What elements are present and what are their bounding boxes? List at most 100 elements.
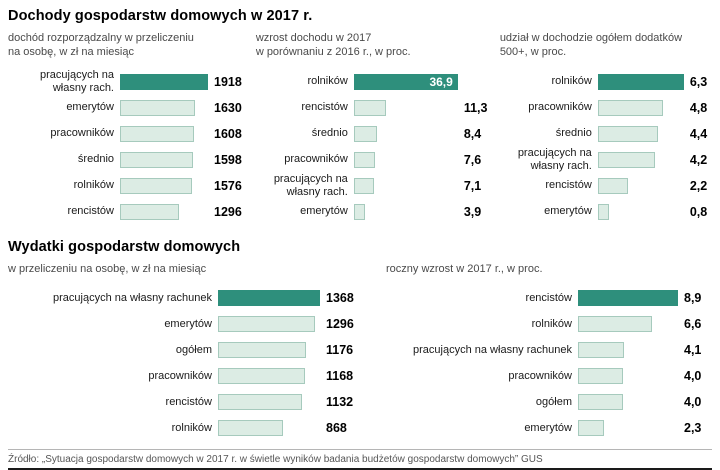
bar: [597, 151, 656, 168]
bar-area: [218, 290, 320, 307]
value-label: 1608: [214, 126, 242, 141]
value-label: 1918: [214, 74, 242, 89]
category-label: pracujących na własny rach.: [273, 173, 348, 198]
bar-area: [120, 125, 208, 142]
category-label: średnio: [555, 127, 592, 140]
category-label: rolników: [171, 422, 212, 435]
chart-row: pracujących na własny rach. 4,2: [500, 147, 712, 173]
chart-row: rolników 6,3: [500, 69, 712, 95]
bar: [597, 125, 658, 142]
chart-rows: pracujących na własny rachunek 1368 emeryt…: [8, 285, 354, 441]
bar: [597, 99, 664, 116]
bar-area: [120, 177, 208, 194]
bar-area: [218, 316, 320, 333]
bar-area: [578, 420, 678, 437]
category-label: emerytów: [524, 422, 572, 435]
bottom-rule: [8, 468, 712, 470]
category-label: rencistów: [165, 396, 212, 409]
bar: [120, 99, 195, 116]
bar: [353, 99, 386, 116]
chart-subtitle: w przeliczeniu na osobę, w zł na miesiąc: [8, 262, 207, 275]
bar: [578, 342, 625, 359]
bar-highlighted: 36,9: [353, 73, 458, 90]
bar-area: [578, 316, 678, 333]
chart-row: rolników 1576: [8, 173, 242, 199]
chart-row: pracujących na własny rach. 7,1: [256, 173, 486, 199]
category-label: pracowników: [284, 153, 348, 166]
chart-subtitle: roczny wzrost w 2017 r., w proc.: [386, 262, 543, 275]
value-label: 6,3: [689, 74, 708, 89]
bar-highlighted: [578, 290, 678, 307]
bar-area: 36,9: [353, 73, 458, 90]
chart-row: ogółem 4,0: [386, 389, 704, 415]
category-label: rencistów: [545, 179, 592, 192]
category-label: ogółem: [175, 344, 212, 357]
category-label: pracowników: [148, 370, 212, 383]
bar-area: [597, 73, 684, 90]
chart-row: pracowników 1168: [8, 363, 354, 389]
chart-row: pracowników 4,8: [500, 95, 712, 121]
section-title-spending: Wydatki gospodarstw domowych: [8, 238, 241, 255]
bar: [578, 316, 653, 333]
chart-row: rencistów 1132: [8, 389, 353, 415]
bar: [578, 368, 623, 385]
chart-subtitle: dochód rozporządzalny w przeliczeniu na …: [8, 32, 194, 58]
value-label: 1368: [326, 291, 354, 306]
bar: [578, 394, 623, 411]
income-charts-row: dochód rozporządzalny w przeliczeniu na …: [8, 32, 712, 225]
value-label: 1296: [326, 317, 354, 332]
bar: [218, 342, 306, 359]
category-label: emerytów: [66, 101, 114, 114]
chart-row: ogółem 1176: [8, 337, 353, 363]
chart-row: pracujących na własny rach. 1918: [8, 69, 242, 95]
category-label: rencistów: [301, 101, 348, 114]
chart-row: rencistów 11,3: [256, 95, 487, 121]
chart-spending-per-person: w przeliczeniu na osobę, w zł na miesiąc…: [8, 262, 354, 442]
category-label: emerytów: [164, 318, 212, 331]
bar-area: [218, 394, 320, 411]
bar-area: [597, 99, 684, 116]
category-label: rolników: [551, 75, 592, 88]
value-label: 4,4: [689, 126, 708, 141]
bar-area: [578, 368, 678, 385]
chart-row: średnio 1598: [8, 147, 242, 173]
category-label: rolników: [73, 179, 114, 192]
bar: [578, 420, 604, 437]
chart-spending-growth: roczny wzrost w 2017 r., w proc. rencist…: [386, 263, 704, 442]
bar-area: [353, 99, 458, 116]
bar-highlighted: [597, 73, 684, 90]
value-label: 1598: [214, 152, 242, 167]
bar: [353, 203, 365, 220]
value-label: 7,1: [463, 178, 482, 193]
chart-row: pracowników 1608: [8, 121, 242, 147]
value-label: 4,0: [684, 395, 702, 410]
chart-row: średnio 8,4: [256, 121, 486, 147]
bar: [353, 151, 376, 168]
value-label: 4,2: [689, 152, 708, 167]
value-label: 36,9: [429, 74, 453, 89]
category-label: rolników: [307, 75, 348, 88]
chart-row: rencistów 1296: [8, 199, 242, 225]
category-label: rolników: [531, 318, 572, 331]
category-label: pracujących na własny rach.: [517, 147, 592, 172]
bar-area: [578, 342, 678, 359]
chart-row: pracujących na własny rachunek 4,1: [386, 337, 704, 363]
source-note: Źródło: „Sytuacja gospodarstw domowych w…: [8, 449, 712, 468]
bar: [120, 203, 180, 220]
value-label: 2,3: [684, 421, 702, 436]
value-label: 8,4: [463, 126, 482, 141]
bar: [120, 125, 194, 142]
bar: [353, 177, 374, 194]
bar-area: [120, 151, 208, 168]
value-label: 1168: [326, 369, 354, 384]
value-label: 4,8: [689, 100, 708, 115]
value-label: 4,1: [684, 343, 702, 358]
value-label: 7,6: [463, 152, 482, 167]
category-label: pracujących na własny rachunek: [413, 344, 572, 357]
bar-highlighted: [120, 73, 208, 90]
chart-row: emerytów 1630: [8, 95, 242, 121]
value-label: 8,9: [684, 291, 702, 306]
chart-row: emerytów 1296: [8, 311, 354, 337]
bar-area: [120, 99, 208, 116]
